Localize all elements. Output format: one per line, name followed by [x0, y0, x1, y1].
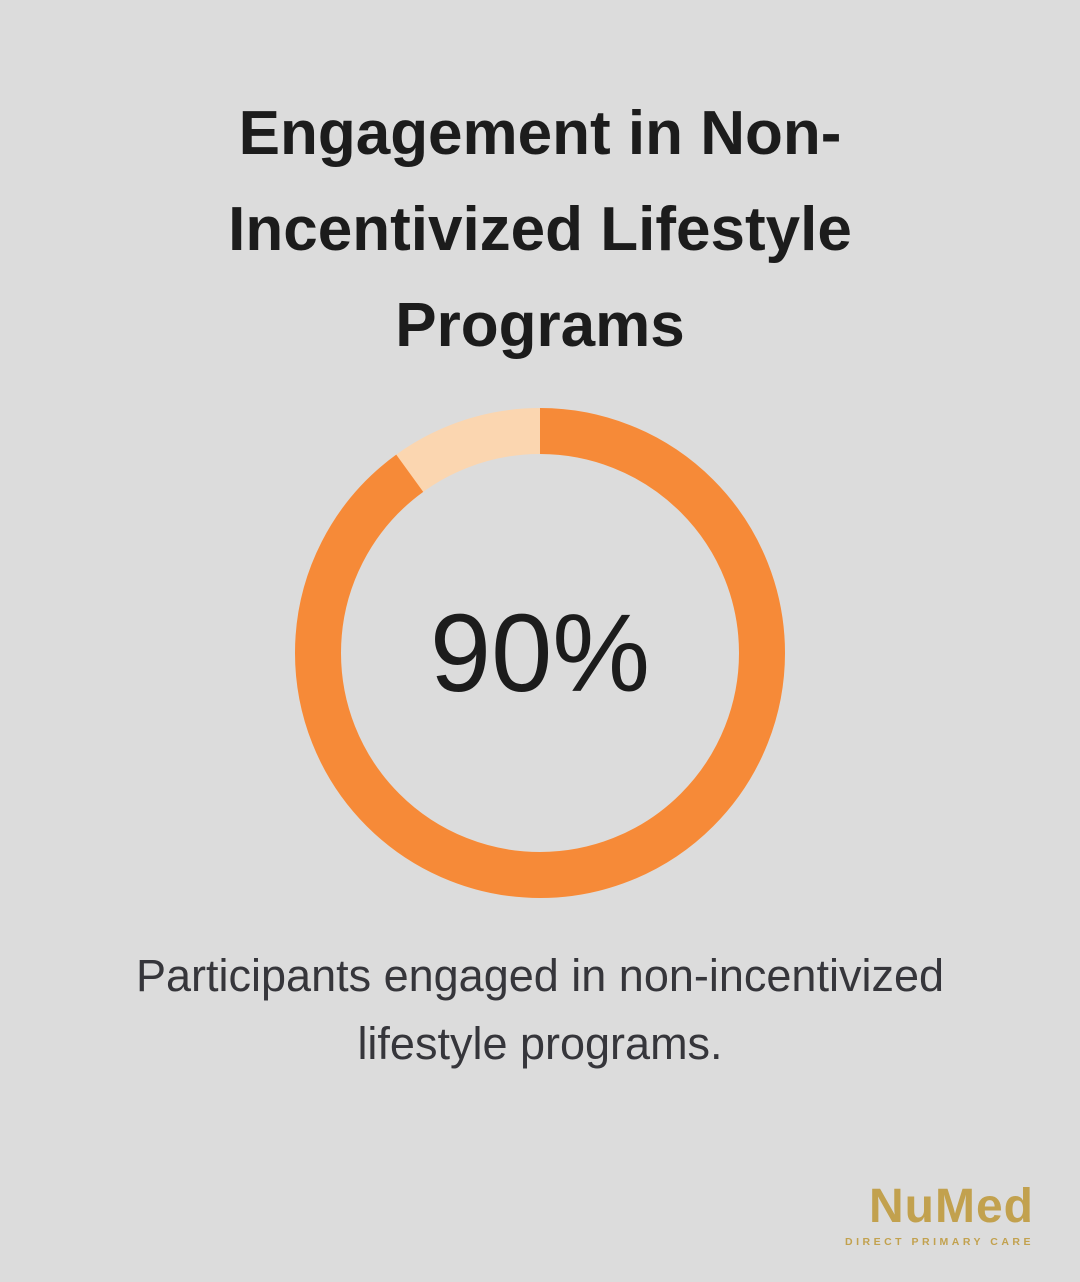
- donut-value-arc: [295, 408, 785, 899]
- donut-chart: 90%: [295, 408, 785, 899]
- logo: NuMed DIRECT PRIMARY CARE: [844, 1180, 1034, 1249]
- chart-caption: Participants engaged in non-incentivized…: [135, 950, 945, 1069]
- logo-subtext: DIRECT PRIMARY CARE: [844, 1236, 1034, 1248]
- chart-title: Engagement in Non-Incentivized Lifestyle…: [228, 99, 852, 361]
- donut-svg: [295, 408, 785, 899]
- donut-center-value: 90%: [429, 591, 651, 715]
- logo-text: NuMed: [869, 1180, 1034, 1233]
